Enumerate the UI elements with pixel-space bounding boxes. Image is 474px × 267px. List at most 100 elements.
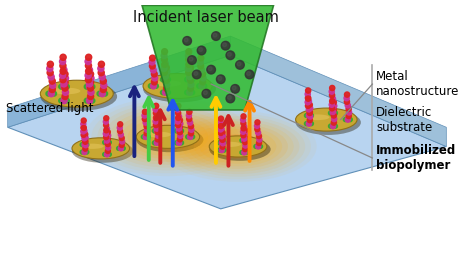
Polygon shape xyxy=(230,36,447,147)
Circle shape xyxy=(83,135,88,140)
Circle shape xyxy=(148,84,153,88)
Circle shape xyxy=(199,83,205,89)
Circle shape xyxy=(306,121,311,126)
Circle shape xyxy=(241,126,246,131)
Circle shape xyxy=(174,141,179,145)
Circle shape xyxy=(104,123,109,128)
Circle shape xyxy=(186,135,190,139)
Circle shape xyxy=(83,132,88,137)
Circle shape xyxy=(50,82,56,88)
Circle shape xyxy=(330,110,336,116)
Circle shape xyxy=(104,135,109,140)
Circle shape xyxy=(85,63,91,69)
Ellipse shape xyxy=(143,76,216,102)
Circle shape xyxy=(256,144,260,148)
Circle shape xyxy=(222,141,226,145)
Circle shape xyxy=(178,133,183,138)
Circle shape xyxy=(192,70,201,79)
Circle shape xyxy=(166,77,171,82)
Circle shape xyxy=(345,92,350,97)
Circle shape xyxy=(243,140,247,145)
Circle shape xyxy=(185,90,189,95)
Circle shape xyxy=(104,152,109,157)
Circle shape xyxy=(187,89,192,95)
Circle shape xyxy=(219,116,224,121)
Circle shape xyxy=(104,138,109,143)
Circle shape xyxy=(81,129,86,134)
Circle shape xyxy=(220,130,225,135)
Circle shape xyxy=(103,91,108,96)
Circle shape xyxy=(154,140,159,146)
Circle shape xyxy=(143,134,148,139)
Circle shape xyxy=(188,124,193,129)
Circle shape xyxy=(308,114,313,119)
Circle shape xyxy=(164,69,170,74)
Circle shape xyxy=(163,90,168,95)
Circle shape xyxy=(103,119,109,124)
Circle shape xyxy=(86,81,92,87)
Polygon shape xyxy=(142,5,273,110)
Circle shape xyxy=(154,114,159,119)
Circle shape xyxy=(60,63,66,69)
Circle shape xyxy=(141,135,146,139)
Circle shape xyxy=(86,84,92,90)
Circle shape xyxy=(153,119,158,124)
Circle shape xyxy=(161,53,167,58)
Circle shape xyxy=(345,117,350,122)
Ellipse shape xyxy=(72,138,129,159)
Circle shape xyxy=(243,143,248,148)
Circle shape xyxy=(86,54,91,60)
Circle shape xyxy=(105,136,110,142)
Circle shape xyxy=(177,125,182,130)
Circle shape xyxy=(241,117,246,122)
Circle shape xyxy=(48,91,55,97)
Circle shape xyxy=(228,96,231,99)
Circle shape xyxy=(150,83,156,89)
Circle shape xyxy=(328,111,333,115)
Circle shape xyxy=(152,75,158,81)
Circle shape xyxy=(310,121,313,126)
Circle shape xyxy=(220,141,224,145)
Circle shape xyxy=(145,127,150,132)
Ellipse shape xyxy=(122,115,214,159)
Circle shape xyxy=(255,130,261,135)
Circle shape xyxy=(188,85,193,91)
Circle shape xyxy=(86,97,92,104)
Circle shape xyxy=(305,92,310,97)
Circle shape xyxy=(202,84,207,88)
Circle shape xyxy=(198,63,204,69)
Circle shape xyxy=(161,77,165,82)
Circle shape xyxy=(97,91,102,96)
Circle shape xyxy=(81,132,86,138)
Circle shape xyxy=(256,134,262,139)
Circle shape xyxy=(348,117,352,122)
Circle shape xyxy=(306,88,311,93)
Circle shape xyxy=(151,84,155,88)
Circle shape xyxy=(47,65,53,72)
Circle shape xyxy=(47,61,54,67)
Circle shape xyxy=(154,103,159,108)
Circle shape xyxy=(240,151,244,154)
Circle shape xyxy=(88,79,94,85)
Circle shape xyxy=(208,67,212,71)
Circle shape xyxy=(304,113,309,117)
Ellipse shape xyxy=(171,116,305,177)
Circle shape xyxy=(343,117,347,122)
Circle shape xyxy=(219,127,224,131)
Circle shape xyxy=(218,141,221,145)
Circle shape xyxy=(308,106,313,111)
Circle shape xyxy=(108,140,111,144)
Circle shape xyxy=(176,128,182,134)
Ellipse shape xyxy=(140,123,196,150)
Circle shape xyxy=(80,150,84,154)
Circle shape xyxy=(187,74,192,80)
Circle shape xyxy=(188,82,194,87)
Circle shape xyxy=(118,129,123,134)
Circle shape xyxy=(62,71,68,77)
Ellipse shape xyxy=(40,80,113,107)
Circle shape xyxy=(82,150,87,155)
Circle shape xyxy=(226,51,235,60)
Circle shape xyxy=(188,135,192,139)
Circle shape xyxy=(330,124,336,129)
Circle shape xyxy=(60,58,66,65)
